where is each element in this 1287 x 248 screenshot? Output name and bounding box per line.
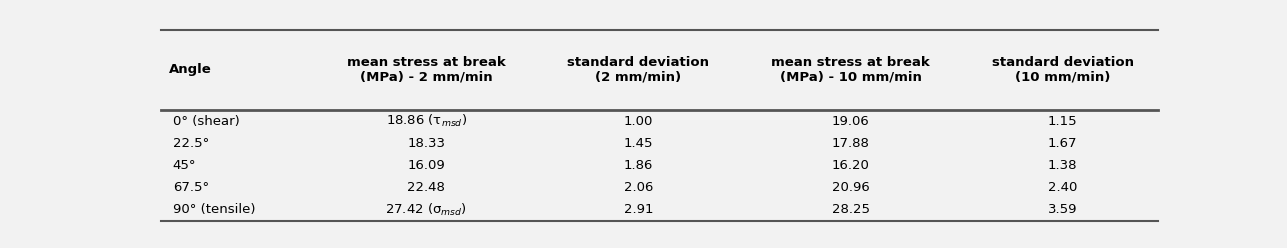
Text: 2.06: 2.06: [624, 181, 653, 194]
Text: 1.67: 1.67: [1048, 137, 1077, 150]
Text: 1.86: 1.86: [624, 159, 653, 172]
Text: 27.42 (σ$_{msd}$): 27.42 (σ$_{msd}$): [385, 202, 467, 218]
Text: 17.88: 17.88: [831, 137, 870, 150]
Text: 19.06: 19.06: [831, 115, 870, 127]
Text: mean stress at break
(MPa) - 10 mm/min: mean stress at break (MPa) - 10 mm/min: [771, 56, 931, 84]
Text: 1.00: 1.00: [624, 115, 653, 127]
Text: 1.38: 1.38: [1048, 159, 1077, 172]
Text: standard deviation
(10 mm/min): standard deviation (10 mm/min): [992, 56, 1134, 84]
Text: 22.5°: 22.5°: [172, 137, 208, 150]
Text: 28.25: 28.25: [831, 203, 870, 216]
Text: 18.86 (τ$_{msd}$): 18.86 (τ$_{msd}$): [386, 113, 467, 129]
Text: 1.45: 1.45: [624, 137, 653, 150]
Text: 67.5°: 67.5°: [172, 181, 208, 194]
Text: 20.96: 20.96: [831, 181, 870, 194]
Text: 45°: 45°: [172, 159, 197, 172]
Text: 0° (shear): 0° (shear): [172, 115, 239, 127]
Text: 16.09: 16.09: [407, 159, 445, 172]
Text: 90° (tensile): 90° (tensile): [172, 203, 255, 216]
Text: 1.15: 1.15: [1048, 115, 1077, 127]
Text: 3.59: 3.59: [1048, 203, 1077, 216]
Text: mean stress at break
(MPa) - 2 mm/min: mean stress at break (MPa) - 2 mm/min: [346, 56, 506, 84]
Text: 18.33: 18.33: [407, 137, 445, 150]
Text: Angle: Angle: [169, 63, 211, 76]
Text: 22.48: 22.48: [407, 181, 445, 194]
Text: 16.20: 16.20: [831, 159, 870, 172]
Text: 2.40: 2.40: [1048, 181, 1077, 194]
Text: 2.91: 2.91: [624, 203, 653, 216]
Text: standard deviation
(2 mm/min): standard deviation (2 mm/min): [568, 56, 709, 84]
